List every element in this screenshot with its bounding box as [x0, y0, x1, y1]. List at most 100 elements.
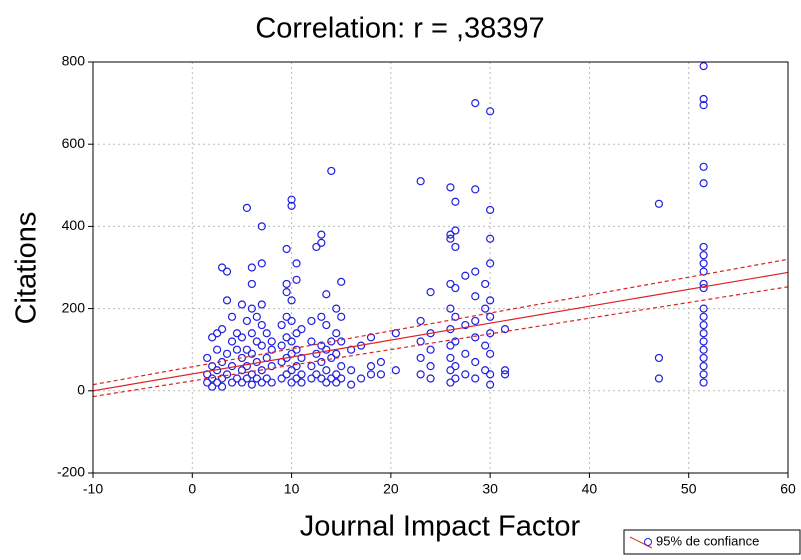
point	[297, 353, 306, 363]
point	[237, 378, 247, 387]
point	[257, 259, 266, 268]
point	[332, 378, 341, 387]
plot-frame	[92, 61, 789, 474]
point	[287, 195, 296, 204]
point	[347, 366, 356, 375]
point	[699, 345, 708, 354]
point	[451, 197, 460, 206]
point	[451, 283, 460, 293]
point	[252, 312, 261, 321]
point	[426, 374, 435, 383]
point	[297, 370, 306, 379]
point	[337, 337, 346, 346]
point	[461, 320, 470, 330]
point	[446, 366, 455, 375]
point	[208, 374, 217, 383]
point	[307, 316, 316, 326]
point	[213, 378, 222, 387]
point	[297, 325, 306, 334]
x-axis-label: Journal Impact Factor	[300, 511, 581, 543]
point	[222, 370, 232, 379]
point	[257, 341, 266, 350]
point	[471, 316, 480, 326]
point	[317, 357, 326, 367]
confidence-lower	[92, 286, 789, 398]
point	[203, 353, 212, 363]
point	[376, 370, 386, 379]
point	[486, 205, 495, 215]
point	[232, 374, 242, 383]
point	[327, 166, 336, 176]
point	[222, 267, 232, 276]
point	[292, 374, 301, 383]
point	[242, 316, 251, 326]
point	[486, 312, 495, 321]
point	[699, 320, 708, 330]
point	[347, 345, 356, 354]
point	[347, 380, 356, 389]
y-tick-label: -200	[57, 464, 85, 480]
point	[322, 290, 331, 299]
point	[208, 382, 217, 391]
point	[287, 296, 296, 305]
point	[426, 288, 435, 297]
point	[654, 353, 664, 363]
point	[366, 370, 376, 379]
point	[282, 288, 291, 297]
point	[267, 378, 276, 387]
point	[337, 362, 346, 371]
point	[471, 98, 480, 108]
point	[242, 203, 251, 213]
point	[699, 101, 708, 110]
x-tick-label: 30	[482, 481, 498, 497]
point	[317, 341, 326, 350]
point	[247, 304, 256, 313]
point	[262, 329, 271, 338]
point	[699, 353, 708, 363]
point	[217, 325, 227, 334]
point	[213, 329, 222, 338]
point	[327, 374, 336, 383]
point	[237, 300, 247, 309]
point	[337, 374, 346, 383]
point	[471, 374, 480, 383]
point	[292, 329, 301, 338]
point	[292, 275, 301, 284]
y-tick-label: 800	[62, 53, 86, 69]
point	[461, 349, 470, 358]
point	[217, 382, 227, 391]
point	[322, 378, 331, 387]
point	[446, 230, 455, 239]
x-tick-label: 0	[188, 481, 196, 497]
point	[292, 362, 301, 371]
point	[451, 226, 460, 235]
point	[322, 345, 331, 354]
legend: 95% de confiance	[623, 529, 801, 555]
point	[500, 370, 510, 379]
y-axis-label: Citations	[11, 212, 43, 325]
point	[282, 244, 291, 254]
point	[699, 62, 708, 71]
point	[699, 179, 708, 188]
point	[257, 222, 266, 231]
point	[292, 259, 301, 268]
point	[217, 374, 227, 383]
point	[242, 345, 251, 354]
point	[322, 366, 331, 375]
point	[471, 267, 480, 276]
point	[257, 320, 266, 330]
point	[247, 370, 256, 379]
point	[257, 366, 266, 375]
point	[366, 333, 376, 342]
point	[699, 162, 708, 171]
point	[282, 370, 291, 379]
point	[307, 337, 316, 346]
point	[277, 320, 286, 330]
point	[267, 362, 276, 371]
point	[416, 353, 425, 363]
point	[356, 374, 366, 383]
point	[267, 345, 276, 354]
point	[699, 279, 708, 289]
point	[247, 329, 256, 338]
point	[654, 374, 664, 383]
